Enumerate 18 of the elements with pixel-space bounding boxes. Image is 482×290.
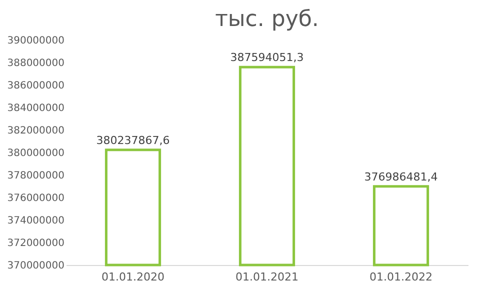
- y-tick-label: 378000000: [7, 170, 64, 182]
- y-tick-label: 384000000: [7, 103, 64, 114]
- x-tick-label: 01.01.2022: [370, 270, 432, 284]
- y-tick-label: 372000000: [7, 238, 64, 249]
- data-label: 387594051,3: [230, 51, 304, 64]
- y-tick-label: 382000000: [7, 126, 64, 136]
- data-label: 376986481,4: [364, 170, 438, 184]
- y-tick-label: 380000000: [7, 148, 64, 159]
- x-tick-label: 01.01.2020: [102, 270, 164, 284]
- y-tick-label: 376000000: [7, 193, 64, 204]
- y-tick-label: 374000000: [7, 216, 64, 226]
- x-tick-label: 01.01.2021: [236, 270, 298, 284]
- y-tick-label: 388000000: [7, 58, 64, 69]
- y-tick-label: 386000000: [7, 80, 64, 92]
- chart-title: тыс. руб.: [215, 7, 319, 32]
- data-label: 380237867,6: [96, 134, 170, 147]
- y-tick-label: 370000000: [7, 260, 64, 272]
- y-tick-label: 390000000: [7, 36, 64, 46]
